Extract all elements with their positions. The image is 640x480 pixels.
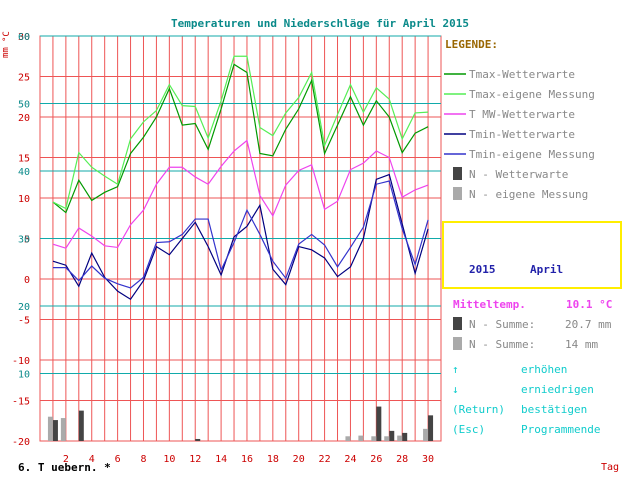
series-line: [52, 63, 429, 214]
chart-title: Temperaturen und Niederschläge für April…: [171, 17, 469, 30]
legend-bar-swatch: [453, 167, 462, 180]
help-key: (Esc): [452, 423, 485, 436]
precip-bar: [389, 430, 395, 441]
period-year: 2015: [469, 263, 496, 276]
precip-bar: [402, 432, 408, 441]
x-tick-label: 28: [396, 454, 408, 465]
series-line: [52, 139, 429, 249]
x-tick-label: 20: [293, 454, 305, 465]
x-tick-label: 16: [241, 454, 253, 465]
plot-grid: [39, 35, 442, 442]
sum1-value: 20.7 mm: [565, 318, 612, 331]
x-tick-label: 6: [115, 454, 121, 465]
series-line: [52, 173, 429, 301]
x-axis-title: Tag: [601, 462, 619, 473]
precip-unit-label: mm: [1, 47, 11, 58]
series-line: [52, 55, 429, 210]
status-line: 6. T uebern. *: [18, 461, 111, 474]
precip-tick-label: 50: [18, 100, 30, 111]
temp-tick-label: 30: [18, 32, 30, 43]
series-line: [52, 180, 429, 289]
legend-heading: LEGENDE:: [445, 38, 498, 51]
x-tick-label: 12: [189, 454, 201, 465]
temp-tick-label: 10: [18, 194, 30, 205]
precip-bars: [47, 406, 434, 441]
sum2-label: N - Summe:: [469, 338, 535, 351]
sum1-label: N - Summe:: [469, 318, 535, 331]
help-action: Programmende: [521, 423, 600, 436]
legend-entries: Tmax-Wetterwarte Tmax-eigene Messung T MW-…: [444, 68, 595, 201]
help-action: erhöhen: [521, 363, 567, 376]
temp-tick-label: 5: [24, 235, 30, 246]
x-tick-label: 18: [267, 454, 279, 465]
sum2-value: 14 mm: [565, 338, 598, 351]
x-tick-label: 14: [215, 454, 227, 465]
help-key: ↓: [452, 383, 459, 396]
x-tick-label: 30: [422, 454, 434, 465]
precip-tick-label: 40: [18, 167, 30, 178]
temp-tick-label: 20: [18, 113, 30, 124]
temp-tick-label: 25: [18, 73, 30, 84]
precip-tick-label: 60: [18, 32, 30, 43]
precip-bar: [78, 410, 84, 441]
period-box-frame: [442, 221, 622, 289]
temp-tick-label: -5: [18, 316, 30, 327]
legend-entry-label: Tmax-Wetterwarte: [469, 68, 575, 81]
period-month: April: [530, 263, 563, 276]
x-tick-label: 2: [63, 454, 69, 465]
help-key: (Return): [452, 403, 505, 416]
x-tick-label: 8: [140, 454, 146, 465]
temp-tick-label: -15: [12, 397, 30, 408]
precip-tick-label: 30: [18, 235, 30, 246]
help-action: erniedrigen: [521, 383, 594, 396]
temp-tick-label: 15: [18, 154, 30, 165]
precip-bar: [195, 438, 201, 441]
sum2-swatch: [453, 337, 462, 350]
precip-bar: [376, 406, 382, 441]
x-tick-label: 24: [344, 454, 356, 465]
keyboard-help: ↑ erhöhen ↓ erniedrigen (Return) bestätigen (E…: [452, 363, 600, 436]
period-box: 2015 April: [442, 221, 622, 289]
x-tick-label: 22: [319, 454, 331, 465]
temp-tick-label: -20: [12, 437, 30, 448]
legend-entry-label: Tmin-eigene Messung: [469, 148, 595, 161]
legend-bar-swatch: [453, 187, 462, 200]
precip-bar: [371, 436, 377, 441]
precip-tick-label: 20: [18, 302, 30, 313]
temp-tick-label: 0: [24, 275, 30, 286]
precip-bar: [345, 436, 351, 441]
legend-entry-label: T MW-Wetterwarte: [469, 108, 575, 121]
x-tick-label: 10: [163, 454, 175, 465]
precip-bar: [60, 418, 66, 441]
legend-entry-label: Tmin-Wetterwarte: [469, 128, 575, 141]
x-tick-label: 4: [89, 454, 95, 465]
mean-temp-value: 10.1 °C: [566, 298, 612, 311]
precip-bar: [384, 436, 390, 441]
temp-tick-label: -10: [12, 356, 30, 367]
precip-bar: [423, 428, 429, 441]
legend-entry-label: Tmax-eigene Messung: [469, 88, 595, 101]
precip-bar: [397, 435, 403, 441]
stats-panel: Mitteltemp. 10.1 °C N - Summe: 20.7 mm N…: [453, 298, 612, 351]
help-key: ↑: [452, 363, 459, 376]
mean-temp-label: Mitteltemp.: [453, 298, 526, 311]
precip-bar: [428, 415, 434, 441]
x-axis-labels: 2 4 6 8 10 12 14 16 18 20 22 24 26 28 30: [63, 454, 434, 465]
legend-panel: LEGENDE: Tmax-Wetterwarte Tmax-eigene Mes…: [444, 38, 595, 201]
legend-entry-label: N - Wetterwarte: [469, 168, 568, 181]
precip-bar: [52, 420, 58, 441]
precip-tick-label: 10: [18, 370, 30, 381]
legend-entry-label: N - eigene Messung: [469, 188, 588, 201]
precip-bar: [358, 435, 364, 441]
precip-bar: [47, 416, 53, 441]
temperature-lines: [52, 55, 429, 301]
temp-unit-label: °C: [2, 31, 12, 42]
sum1-swatch: [453, 317, 462, 330]
help-action: bestätigen: [521, 403, 587, 416]
x-tick-label: 26: [370, 454, 382, 465]
